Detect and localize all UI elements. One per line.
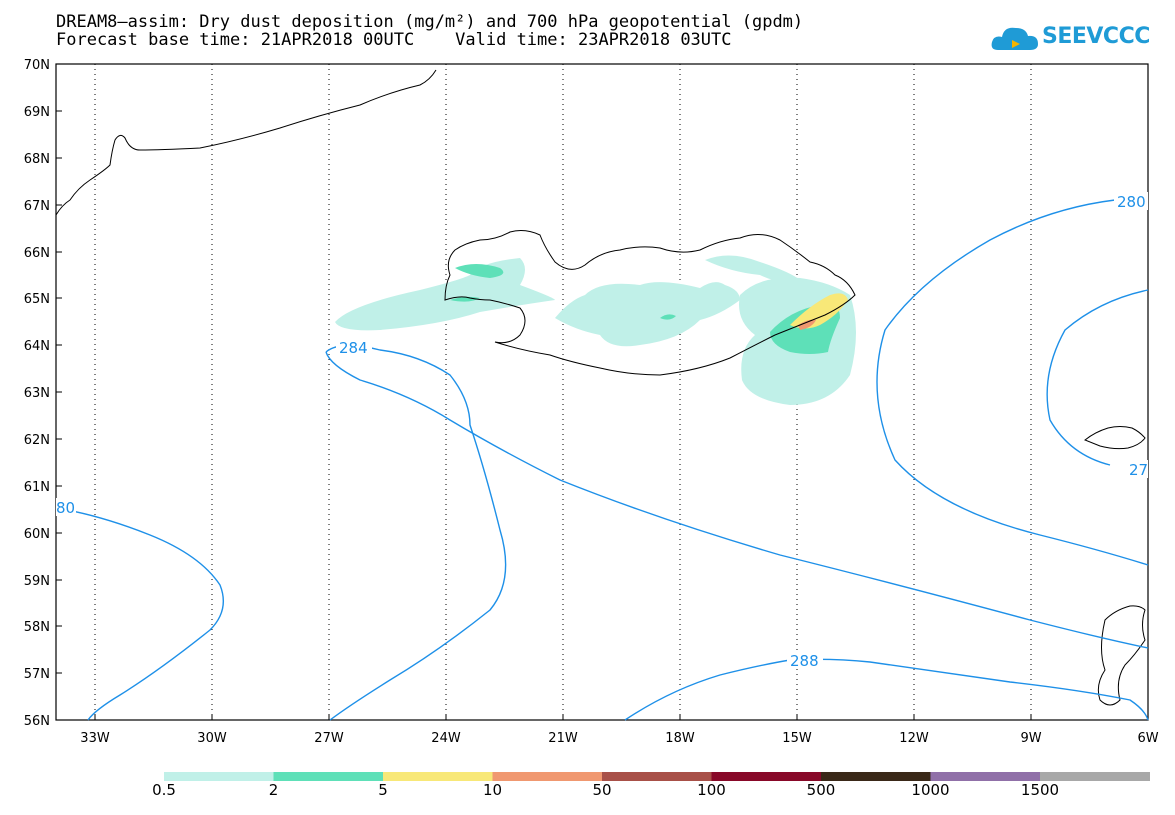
colorbar-swatch [164, 772, 274, 781]
lat-label-65n: 65N [24, 292, 50, 307]
lat-label-63n: 63N [24, 386, 50, 401]
colorbar-swatch [492, 772, 603, 781]
colorbar-label: 1000 [911, 781, 950, 799]
colorbar-label: 50 [592, 781, 612, 799]
colorbar-label: 0.5 [152, 781, 176, 799]
lon-label-6w: 6W [1137, 731, 1158, 746]
lon-label-12w: 12W [899, 731, 929, 746]
colorbar-swatch [930, 772, 1041, 781]
lat-label-57n: 57N [24, 667, 50, 682]
lat-label-68n: 68N [24, 152, 50, 167]
colorbar-label: 2 [268, 781, 279, 799]
lon-label-30w: 30W [197, 731, 227, 746]
contour-label-284: 284 [339, 339, 368, 357]
coastlines [55, 69, 1146, 706]
contour-label-80: 80 [56, 499, 75, 517]
colorbar-label: 1500 [1020, 781, 1060, 799]
colorbar-swatch [821, 772, 931, 781]
lat-label-62n: 62N [24, 433, 50, 448]
lon-label-27w: 27W [314, 731, 344, 746]
colorbar-swatch [1040, 772, 1150, 781]
lat-label-64n: 64N [24, 339, 50, 354]
cloud-logo-icon [991, 27, 1038, 50]
map-title: DREAM8–assim: Dry dust deposition (mg/m²… [56, 12, 804, 32]
lon-label-33w: 33W [80, 731, 110, 746]
lat-label-70n: 70N [24, 58, 50, 73]
colorbar-label: 10 [482, 781, 503, 799]
lat-label-69n: 69N [24, 105, 50, 120]
lat-label-66n: 66N [24, 246, 50, 261]
colorbar-label: 100 [697, 781, 726, 799]
lat-label-56n: 56N [24, 714, 50, 729]
colorbar-swatch [273, 772, 384, 781]
lon-label-24w: 24W [431, 731, 461, 746]
lat-label-60n: 60N [24, 527, 50, 542]
lat-label-67n: 67N [24, 199, 50, 214]
lon-label-18w: 18W [665, 731, 695, 746]
geopotential-contours [55, 199, 1149, 721]
lon-label-15w: 15W [782, 731, 812, 746]
map-frame [55, 63, 1149, 721]
lat-label-58n: 58N [24, 620, 50, 635]
lon-label-9w: 9W [1020, 731, 1041, 746]
lat-label-59n: 59N [24, 574, 50, 589]
colorbar [164, 772, 1150, 781]
colorbar-swatch [711, 772, 822, 781]
contour-label-280: 280 [1117, 193, 1146, 211]
colorbar-swatch [602, 772, 712, 781]
logo-text: SEEVCCC [1042, 24, 1150, 49]
colorbar-swatch [383, 772, 493, 781]
contour-label-288: 288 [790, 652, 819, 670]
lat-label-61n: 61N [24, 480, 50, 495]
contour-label-27: 27 [1129, 461, 1148, 479]
colorbar-label: 5 [378, 781, 388, 799]
lon-label-21w: 21W [548, 731, 578, 746]
colorbar-label: 500 [806, 781, 836, 799]
axis-ticks [56, 63, 1032, 720]
map-subtitle: Forecast base time: 21APR2018 00UTC Vali… [56, 30, 732, 50]
